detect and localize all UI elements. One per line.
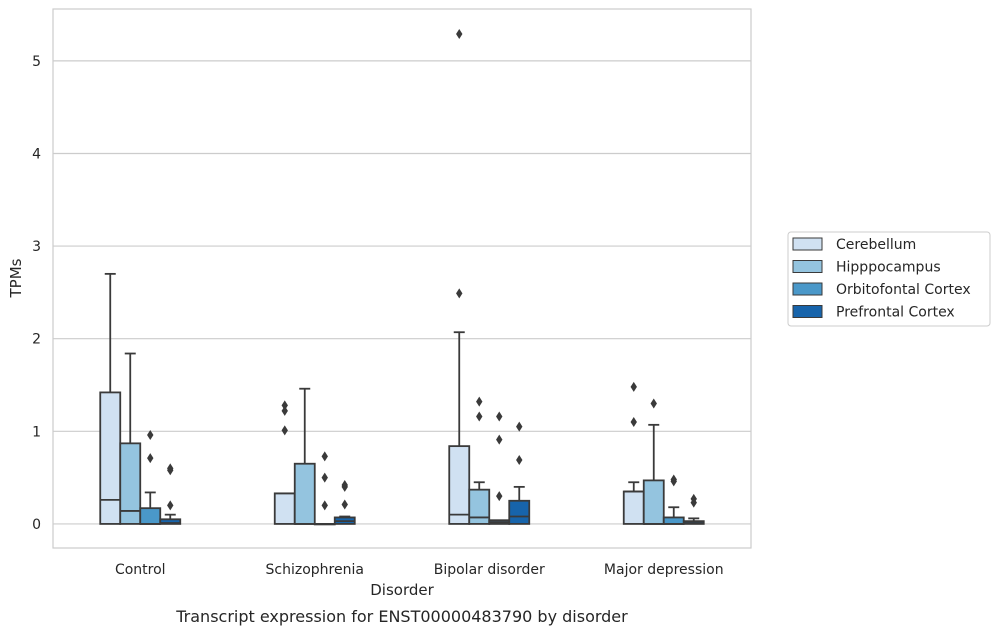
outlier-point — [341, 481, 348, 492]
box-rect — [139, 507, 162, 525]
outlier-point — [456, 29, 463, 40]
outlier-point — [281, 425, 288, 436]
legend-frame — [787, 231, 991, 327]
box-rect — [273, 492, 296, 525]
outlier-point — [650, 398, 657, 409]
legend-swatch — [792, 237, 823, 251]
legend-items: Cerebellum Hipppocampus Orbitofontal Corte… — [792, 237, 971, 321]
outlier-point — [496, 434, 503, 445]
box-rect — [99, 391, 122, 525]
legend-label: Hipppocampus — [836, 260, 941, 276]
x-tick-label: Bipolar disorder — [434, 562, 545, 578]
box-rect — [662, 516, 685, 525]
x-tick-label: Control — [115, 562, 166, 578]
box-prefrontal-cortex-2 — [508, 421, 531, 525]
y-tick-label: 2 — [32, 332, 41, 348]
outlier-point — [341, 499, 348, 510]
outlier-point — [690, 497, 697, 508]
legend-label: Cerebellum — [836, 237, 916, 253]
box-cerebellum-2 — [448, 29, 471, 525]
boxes — [99, 29, 705, 526]
x-axis-label: Disorder — [370, 581, 434, 599]
outlier-point — [281, 400, 288, 411]
y-axis-label: TPMs — [7, 258, 25, 298]
box-hipppocampus-2 — [468, 396, 491, 525]
outlier-point — [476, 411, 483, 422]
outlier-point — [630, 381, 637, 392]
legend-swatch — [792, 305, 823, 318]
outlier-point — [516, 455, 523, 466]
x-tick-labels: Control Schizophrenia Bipolar disorder Majo… — [115, 562, 724, 578]
box-rect — [622, 490, 645, 525]
box-rect — [642, 479, 665, 525]
y-tick-labels: 0 1 2 3 4 5 — [32, 54, 41, 533]
outlier-point — [476, 396, 483, 407]
box-cerebellum-3 — [622, 381, 645, 525]
outlier-point — [516, 421, 523, 432]
box-prefrontal-cortex-3 — [682, 493, 705, 525]
outlier-point — [321, 500, 328, 511]
box-rect — [468, 488, 491, 525]
y-tick-label: 0 — [32, 517, 41, 533]
legend-label: Orbitofontal Cortex — [836, 282, 971, 298]
box-rect — [119, 442, 142, 525]
outlier-point — [456, 288, 463, 299]
plot-background — [53, 9, 751, 548]
outlier-point — [496, 491, 503, 502]
box-rect — [508, 499, 531, 525]
outlier-point — [496, 411, 503, 422]
outlier-point — [281, 405, 288, 416]
box-cerebellum-1 — [273, 400, 296, 525]
box-hipppocampus-0 — [119, 352, 142, 525]
box-orbitofontal-cortex-1 — [313, 451, 336, 526]
box-hipppocampus-1 — [293, 387, 316, 525]
outlier-point — [321, 451, 328, 462]
outlier-point — [147, 453, 154, 464]
legend-swatch — [792, 282, 823, 296]
box-hipppocampus-3 — [642, 398, 665, 525]
chart-caption: Transcript expression for ENST0000048379… — [175, 607, 628, 626]
y-tick-label: 1 — [32, 424, 41, 440]
outlier-point — [147, 430, 154, 441]
box-rect — [293, 462, 316, 525]
x-tick-label: Schizophrenia — [266, 562, 364, 578]
outlier-point — [321, 472, 328, 483]
y-tick-label: 3 — [32, 239, 41, 255]
plot-frame — [52, 8, 752, 549]
outlier-point — [670, 476, 677, 487]
outlier-point — [167, 465, 174, 476]
outlier-point — [167, 500, 174, 511]
outlier-point — [630, 417, 637, 428]
box-orbitofontal-cortex-0 — [139, 430, 162, 525]
legend-swatch — [792, 260, 823, 273]
x-tick-label: Major depression — [604, 562, 724, 578]
legend: Cerebellum Hipppocampus Orbitofontal Corte… — [787, 231, 991, 327]
box-rect — [159, 518, 182, 525]
box-rect — [448, 445, 471, 525]
y-tick-label: 4 — [32, 146, 41, 162]
box-prefrontal-cortex-0 — [159, 463, 182, 525]
y-tick-label: 5 — [32, 54, 41, 70]
box-prefrontal-cortex-1 — [333, 480, 356, 525]
legend-label: Prefrontal Cortex — [836, 305, 955, 321]
